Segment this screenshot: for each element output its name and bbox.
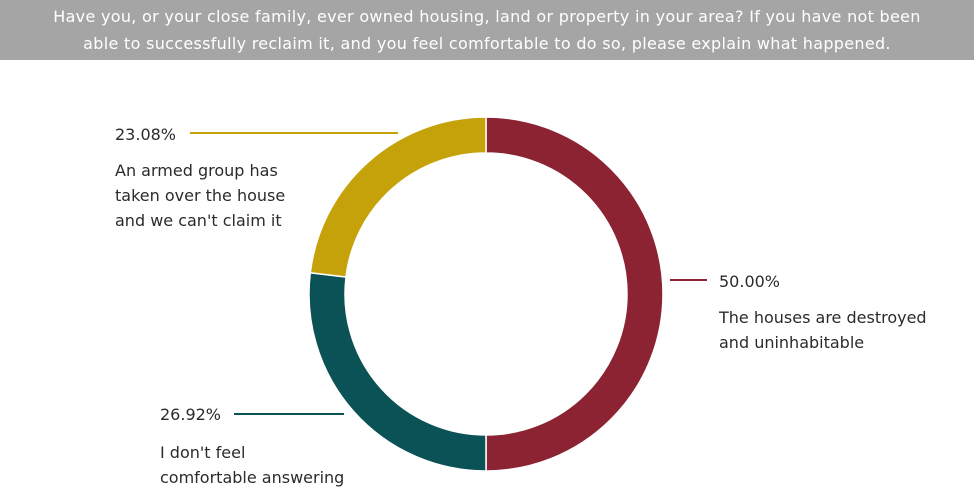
chart-title-line-1: Have you, or your close family, ever own… [53, 7, 921, 26]
slice-category-label-3-line-2: taken over the house [115, 186, 285, 205]
slice-category-label-3-line-1: An armed group has [115, 161, 278, 180]
donut-slices [308, 116, 664, 472]
chart-title-line-2: able to successfully reclaim it, and you… [83, 34, 891, 53]
donut-slice-2 [308, 271, 487, 472]
donut-labels: 50.00% The houses are destroyed and uninha… [115, 125, 927, 487]
chart-title-bar: Have you, or your close family, ever own… [0, 0, 974, 60]
slice-category-label-3-line-3: and we can't claim it [115, 211, 282, 230]
slice-value-label-2: 26.92% [160, 405, 221, 424]
slice-category-label-1-line-1: The houses are destroyed [718, 308, 927, 327]
slice-category-label-1-line-2: and uninhabitable [719, 333, 864, 352]
slice-value-label-1: 50.00% [719, 272, 780, 291]
slice-category-label-2-line-2: comfortable answering [160, 468, 344, 487]
slice-value-label-3: 23.08% [115, 125, 176, 144]
slice-category-label-2-line-1: I don't feel [160, 443, 245, 462]
donut-slice-3 [309, 116, 487, 278]
donut-slice-1 [485, 116, 664, 472]
